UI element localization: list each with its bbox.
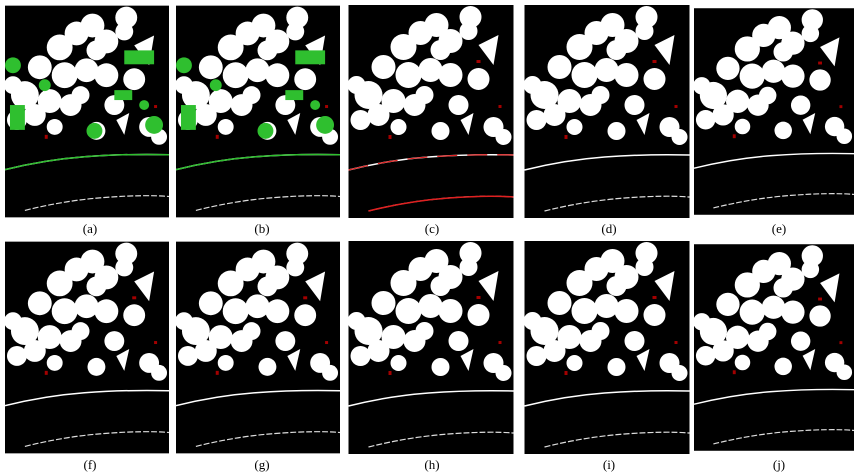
panel-label: (g) — [254, 457, 269, 472]
panel-f — [5, 241, 169, 454]
panel-label: (h) — [424, 457, 439, 472]
panel-i — [524, 241, 690, 454]
panel-h — [347, 241, 515, 454]
panel-e — [694, 7, 854, 216]
panel-j — [694, 243, 854, 452]
panel-d — [524, 5, 690, 218]
panel-label: (i) — [603, 457, 615, 472]
panel-b — [176, 5, 340, 218]
panel-label: (a) — [83, 221, 97, 236]
panel-label: (c) — [425, 221, 439, 236]
panel-c — [347, 5, 515, 218]
panel-label: (e) — [772, 221, 786, 236]
panel-label: (j) — [773, 457, 785, 472]
panel-a — [5, 5, 169, 218]
panel-label: (f) — [84, 457, 97, 472]
panel-label: (b) — [254, 221, 269, 236]
panel-label: (d) — [601, 221, 616, 236]
panel-g — [176, 241, 340, 454]
